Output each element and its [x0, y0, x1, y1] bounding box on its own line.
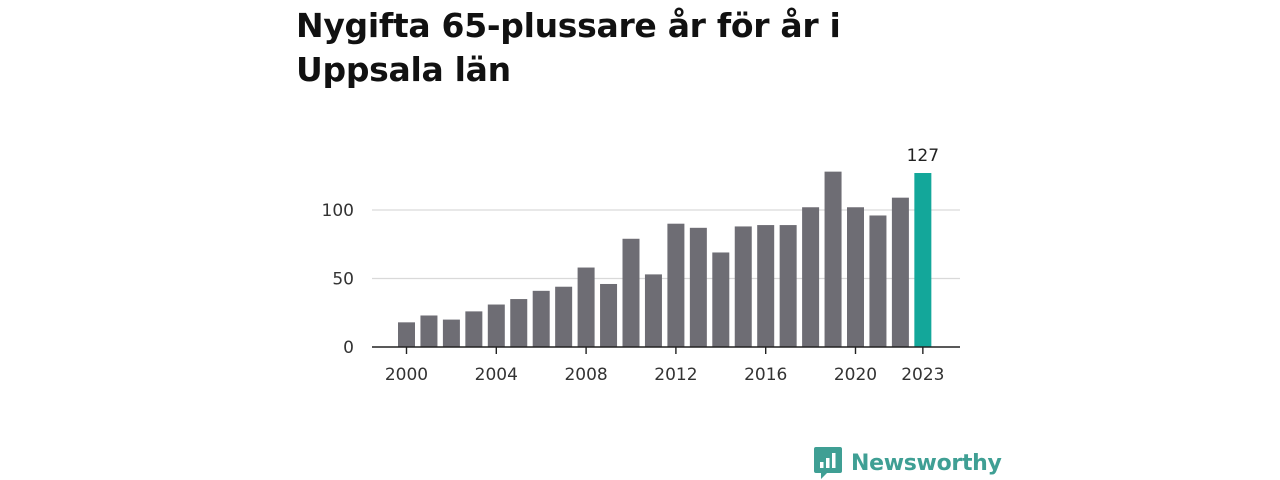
bar-2014 [712, 252, 730, 347]
data-label-2023: 127 [907, 146, 939, 166]
bar-2016 [757, 225, 775, 347]
bar-2012 [667, 223, 685, 347]
bar-2009 [600, 283, 618, 347]
bar-2020 [847, 207, 864, 347]
y-tick-label-0: 0 [343, 338, 354, 358]
bar-2010 [622, 238, 640, 347]
bar-2015 [734, 226, 752, 347]
bar-2004 [487, 304, 505, 347]
labels: 0 50 100 127 2000 2004 2008 2012 2016 2020 2023 [322, 146, 945, 385]
brand-name: Newsworthy [851, 450, 1002, 476]
newsworthy-logo: Newsworthy [814, 446, 1002, 480]
y-tick-label-50: 50 [332, 270, 354, 290]
x-tick-label-2023: 2023 [901, 365, 944, 385]
bar-2023 [914, 173, 932, 347]
x-tick-label-2008: 2008 [564, 365, 607, 385]
bar-2006 [532, 290, 550, 347]
axes [372, 346, 960, 354]
bar-2011 [644, 274, 662, 347]
bar-2021 [869, 215, 887, 347]
x-tick-label-2020: 2020 [834, 365, 877, 385]
bar-2022 [891, 197, 909, 347]
x-tick-label-2004: 2004 [475, 365, 518, 385]
bar-2007 [555, 286, 573, 347]
bar-2003 [465, 311, 483, 347]
bar-2019 [824, 171, 842, 347]
bar-2008 [577, 267, 595, 347]
bar-2000 [398, 322, 415, 347]
bar-2013 [689, 227, 707, 347]
bar-2018 [802, 207, 820, 347]
bar-chart-speech-bubble-icon [814, 447, 842, 479]
bar-2017 [779, 225, 797, 347]
x-tick-label-2000: 2000 [385, 365, 428, 385]
bar-2002 [442, 319, 460, 347]
x-tick-label-2016: 2016 [744, 365, 787, 385]
bars [398, 171, 932, 347]
bar-2005 [510, 299, 528, 347]
chart-title: Nygifta 65-plussare år för år i Uppsala … [296, 6, 841, 89]
x-tick-label-2012: 2012 [654, 365, 697, 385]
bar-2001 [420, 315, 438, 347]
y-tick-label-100: 100 [322, 201, 354, 221]
